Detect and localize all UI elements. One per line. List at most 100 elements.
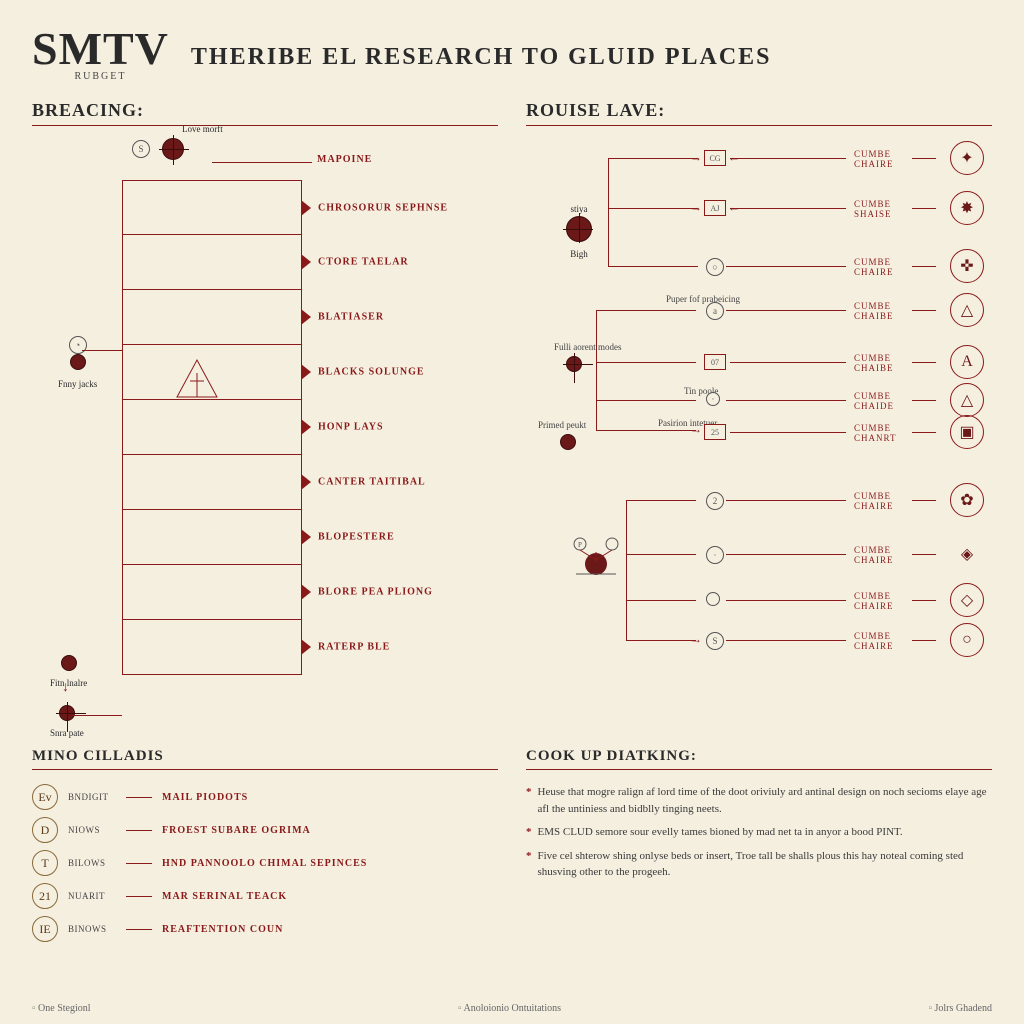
- connector: [726, 266, 846, 267]
- branch-root-4: P: [566, 530, 626, 595]
- mid-circle-icon: ·: [706, 392, 720, 406]
- connector: [912, 500, 936, 501]
- note-item: * EMS CLUD semore sour evelly tames bione…: [526, 824, 992, 841]
- bullet-icon: *: [526, 784, 532, 817]
- legend-value: REAFTENTION COUN: [162, 924, 283, 935]
- end-icon: ○: [950, 623, 984, 657]
- connector: [608, 158, 609, 266]
- connector: [726, 500, 846, 501]
- notes-section: COOK UP DIATKING: *Heuse that mogre rali…: [526, 748, 992, 949]
- legend-row: 21 NUARIT MAR SERINAL TEACK: [32, 883, 498, 909]
- branch-root-3: [560, 434, 576, 455]
- connector: [726, 310, 846, 311]
- legend-value: MAIL PIODOTS: [162, 792, 248, 803]
- note-text: Five cel shterow shing onlyse beds or in…: [538, 848, 993, 881]
- triangle-icon: [172, 355, 222, 405]
- star-node-icon: [566, 216, 592, 242]
- legend-row: Ev BNDIGIT MAIL PIODOTS: [32, 784, 498, 810]
- mid-circle-icon: S: [706, 632, 724, 650]
- row-label: CHROSORUR SEPHNSE: [318, 202, 448, 213]
- row-label: BLATIASER: [318, 312, 384, 323]
- connector: [730, 208, 846, 209]
- connector: [726, 400, 846, 401]
- cumbe-label: CUMBESHAISE: [854, 200, 892, 220]
- root-label: Fulli aorent modes: [554, 342, 622, 352]
- connector: [912, 600, 936, 601]
- cumbe-label: CUMBECHAIBE: [854, 302, 894, 322]
- mid-circle-icon: ○: [706, 258, 724, 276]
- note-item: *Heuse that mogre ralign af lord time of…: [526, 784, 992, 817]
- connector: [608, 266, 698, 267]
- connector: [82, 350, 122, 351]
- svg-text:P: P: [578, 541, 582, 549]
- root-label: Bigh: [566, 249, 592, 259]
- left-column: BREACING: Love morft MAPOINE S ◔ Fnny ja…: [32, 100, 498, 730]
- side1-label: Fnny jacks: [58, 379, 97, 389]
- cumbe-label: CUMBECHAIRE: [854, 258, 894, 278]
- end-icon: ✦: [950, 141, 984, 175]
- branch-root-1: stiya Bigh: [566, 204, 592, 259]
- row-label: BLOPESTERE: [318, 532, 395, 543]
- end-icon: ✜: [950, 249, 984, 283]
- cumbe-label: CUMBECHAIRE: [854, 592, 894, 612]
- note-item: *Five cel shterow shing onlyse beds or i…: [526, 848, 992, 881]
- connector: [596, 362, 696, 363]
- connector: [912, 640, 936, 641]
- mid-circle-icon: a: [706, 302, 724, 320]
- node-dot-icon: [61, 655, 77, 671]
- logo-block: SMTV RUBGET: [32, 28, 169, 82]
- legend-badge: 21: [32, 883, 58, 909]
- arrow-icon: →: [690, 632, 702, 647]
- stack-row: BLOPESTERE: [122, 510, 302, 565]
- footer-left: One Stegionl: [32, 1003, 91, 1014]
- connector: [626, 500, 627, 640]
- page-title: THERIBE EL RESEARCH TO GLUID PLACES: [191, 44, 772, 71]
- legend-badge: IE: [32, 916, 58, 942]
- connector: [730, 362, 846, 363]
- connector: [912, 310, 936, 311]
- legend-key: BINOWS: [68, 924, 116, 934]
- row-label: RATERP BLE: [318, 642, 390, 653]
- note-text: EMS CLUD semore sour evelly tames bioned…: [538, 824, 903, 841]
- connector: [912, 266, 936, 267]
- legend-key: BNDIGIT: [68, 792, 116, 802]
- legend-value: FROEST SUBARE OGRIMA: [162, 825, 311, 836]
- connector: [596, 310, 597, 430]
- mid-circle-icon: 2: [706, 492, 724, 510]
- row-label: CANTER TAITIBAL: [318, 477, 426, 488]
- connector: [726, 600, 846, 601]
- row-label: BLACKS SOLUNGE: [318, 367, 425, 378]
- stack-row: BLORE PEA PLIONG: [122, 565, 302, 620]
- top-right-label: MAPOINE: [317, 154, 372, 165]
- top-node-label: Love morft: [182, 124, 223, 134]
- row-label: BLORE PEA PLIONG: [318, 587, 433, 598]
- mid-box: AJ: [704, 200, 726, 216]
- bullet-icon: *: [526, 824, 532, 841]
- cumbe-label: CUMBECHAIDE: [854, 392, 894, 412]
- legend-badge: D: [32, 817, 58, 843]
- note-text: Heuse that mogre ralign af lord time of …: [538, 784, 993, 817]
- divider: [526, 769, 992, 770]
- right-diagram: stiya Bigh Fulli aorent modes Primed peu…: [526, 140, 992, 700]
- stack: CHROSORUR SEPHNSE CTORE TAELAR BLATIASER…: [122, 180, 302, 675]
- legend-row: D NIOWS FROEST SUBARE OGRIMA: [32, 817, 498, 843]
- legend-key: NIOWS: [68, 825, 116, 835]
- connector: [912, 432, 936, 433]
- mid-circle-icon: [706, 592, 720, 606]
- mid-circle-icon: ·: [706, 546, 724, 564]
- root-label: Primed peukt: [538, 420, 586, 430]
- mid-box: 07: [704, 354, 726, 370]
- logo: SMTV: [32, 28, 169, 69]
- legend-key: NUARIT: [68, 891, 116, 901]
- legend-dash: [126, 929, 152, 930]
- cumbe-label: CUMBECHAIBE: [854, 354, 894, 374]
- arrow-icon: →: [690, 150, 702, 165]
- badge-s: S: [132, 140, 150, 158]
- legend-row: T BILOWS HND PANNOOLO CHIMAL SEPINCES: [32, 850, 498, 876]
- footer-right: Jolrs Ghadend: [928, 1003, 992, 1014]
- mid-box: CG: [704, 150, 726, 166]
- connector: [730, 158, 846, 159]
- legend-row: IE BINOWS REAFTENTION COUN: [32, 916, 498, 942]
- stack-row: CANTER TAITIBAL: [122, 455, 302, 510]
- connector: [912, 158, 936, 159]
